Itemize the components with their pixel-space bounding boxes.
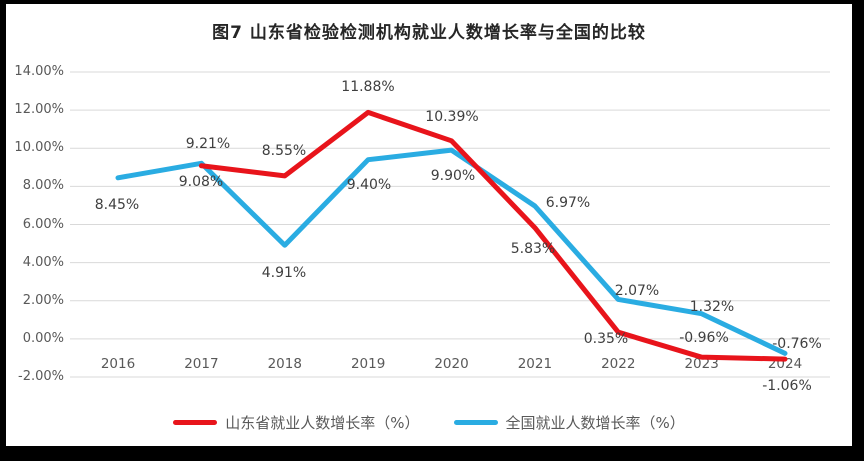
chart-canvas bbox=[6, 4, 852, 446]
legend-item-national: 全国就业人数增长率（%） bbox=[453, 412, 685, 433]
legend-label-shandong: 山东省就业人数增长率（%） bbox=[225, 414, 420, 432]
national-line-swatch-icon bbox=[453, 420, 498, 425]
chart-legend: 山东省就业人数增长率（%） 全国就业人数增长率（%） bbox=[6, 412, 852, 433]
shandong-line-swatch-icon bbox=[173, 420, 218, 425]
legend-label-national: 全国就业人数增长率（%） bbox=[505, 414, 685, 432]
legend-item-shandong: 山东省就业人数增长率（%） bbox=[173, 412, 420, 433]
chart-title: 图7 山东省检验检测机构就业人数增长率与全国的比较 bbox=[212, 23, 646, 43]
